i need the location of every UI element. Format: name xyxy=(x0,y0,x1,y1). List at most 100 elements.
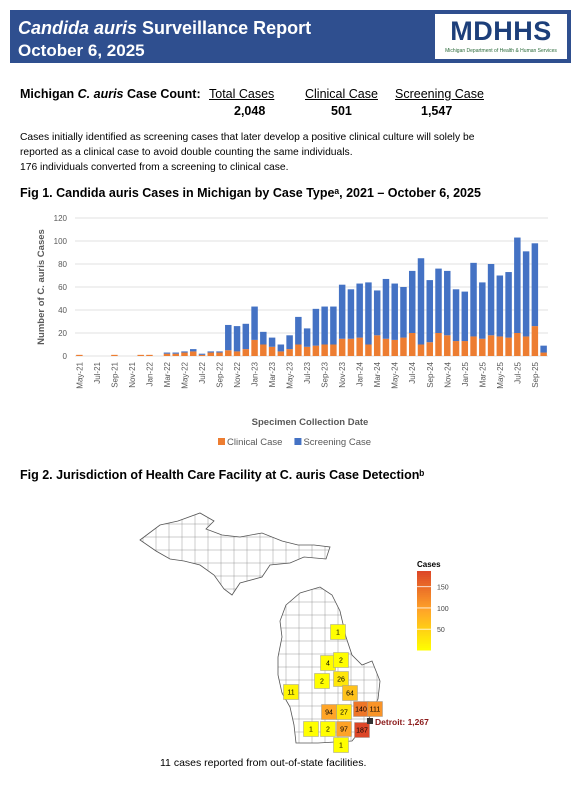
county-label: 2 xyxy=(320,679,324,686)
bar-segment xyxy=(277,351,285,356)
legend-gradient xyxy=(417,636,431,639)
fig2-title: Fig 2. Jurisdiction of Health Care Facil… xyxy=(20,468,425,482)
header: Candida auris Surveillance Report Octobe… xyxy=(10,10,571,63)
x-tick-label: Sep-23 xyxy=(321,361,330,387)
y-tick-label: 80 xyxy=(58,260,67,269)
x-tick-label: Sep-25 xyxy=(531,361,540,387)
x-tick-label: Nov-22 xyxy=(233,361,242,387)
x-tick-label: Mar-25 xyxy=(478,361,487,387)
bar-segment xyxy=(207,351,215,353)
bar-segment xyxy=(163,353,171,356)
x-tick-label: Nov-24 xyxy=(443,361,452,387)
legend-gradient xyxy=(417,578,431,582)
bar-segment xyxy=(479,338,486,356)
bar-segment xyxy=(277,344,285,352)
bar-segment xyxy=(207,352,215,356)
bar-segment xyxy=(417,344,425,356)
county-label: 2 xyxy=(339,658,343,665)
legend-gradient xyxy=(417,571,431,574)
county xyxy=(354,722,370,738)
legend-title: Cases xyxy=(417,560,441,569)
bar-segment xyxy=(540,352,547,356)
bar-segment xyxy=(400,337,407,356)
x-tick-label: Jul-23 xyxy=(303,361,312,383)
bar-segment xyxy=(356,283,363,338)
x-tick-label: Jul-24 xyxy=(408,361,417,383)
y-tick-label: 0 xyxy=(63,352,68,361)
legend-gradient xyxy=(417,630,431,633)
x-tick-label: Jul-22 xyxy=(198,361,207,383)
x-tick-label: Jan-24 xyxy=(356,361,365,386)
bar-segment xyxy=(330,344,337,356)
bar-segment xyxy=(321,344,328,356)
bar-segment xyxy=(391,339,398,356)
bar-segment xyxy=(295,344,302,356)
legend-gradient xyxy=(417,626,431,629)
x-tick-label: Nov-21 xyxy=(128,361,137,387)
bar-segment xyxy=(347,338,355,356)
bar-segment xyxy=(382,278,390,339)
bar-segment xyxy=(190,349,197,352)
county xyxy=(314,673,330,689)
x-tick-label: Mar-24 xyxy=(373,361,382,387)
bar-segment xyxy=(260,344,267,356)
report-title: Candida auris Surveillance Report xyxy=(18,18,311,39)
bar-segment xyxy=(426,342,433,356)
bar-segment xyxy=(338,284,346,339)
legend-gradient xyxy=(417,576,431,580)
label-part: Case Count: xyxy=(123,87,201,101)
bar-segment xyxy=(505,337,512,356)
bar-segment xyxy=(391,283,398,340)
bar-segment xyxy=(233,351,241,356)
bar-segment xyxy=(435,333,442,356)
x-tick-label: Jul-21 xyxy=(93,361,102,383)
bar-segment xyxy=(470,336,477,356)
bar-segment xyxy=(496,336,504,356)
county xyxy=(336,704,352,720)
legend-gradient xyxy=(417,642,431,645)
bar-segment xyxy=(365,282,372,345)
bar-segment xyxy=(172,352,179,354)
x-tick-label: May-21 xyxy=(75,361,84,388)
x-tick-label: Jul-25 xyxy=(513,361,522,383)
bar-segment xyxy=(496,275,504,337)
legend-gradient xyxy=(417,614,431,617)
legend-gradient xyxy=(417,648,431,651)
bar-segment xyxy=(303,328,311,347)
county xyxy=(336,721,352,737)
bar-segment xyxy=(268,337,276,347)
bar-segment xyxy=(76,354,83,356)
bar-segment xyxy=(172,353,179,356)
bar-segment xyxy=(444,270,451,336)
legend-gradient xyxy=(417,602,431,606)
legend-gradient xyxy=(417,588,431,592)
county-label: 1 xyxy=(339,743,343,750)
bar-segment xyxy=(435,268,442,333)
x-tick-label: May-23 xyxy=(286,361,295,388)
map-caption: 11 cases reported from out-of-state faci… xyxy=(160,757,367,769)
county-label: 11 xyxy=(287,690,294,697)
county xyxy=(333,652,349,668)
bar-segment xyxy=(321,306,328,345)
y-tick-label: 60 xyxy=(58,283,67,292)
y-tick-label: 100 xyxy=(54,237,68,246)
bar-segment xyxy=(251,339,258,356)
bar-segment xyxy=(400,287,407,338)
bar-segment xyxy=(251,306,258,340)
detroit-label: Detroit: 1,267 xyxy=(375,717,429,727)
logo-text: MDHHS xyxy=(450,16,552,46)
note: Cases initially identified as screening … xyxy=(20,132,475,143)
bar-segment xyxy=(531,243,539,327)
county-label: 1 xyxy=(336,630,340,637)
bar-segment xyxy=(242,349,250,356)
x-tick-label: Mar-23 xyxy=(268,361,277,387)
bar-segment xyxy=(461,341,469,356)
bar-segment xyxy=(356,337,363,356)
legend-gradient xyxy=(417,574,431,578)
bar-segment xyxy=(373,335,381,356)
legend-gradient xyxy=(417,622,431,625)
county-label: 97 xyxy=(340,727,348,734)
x-tick-label: May-22 xyxy=(180,361,189,388)
bar-segment xyxy=(190,351,197,356)
